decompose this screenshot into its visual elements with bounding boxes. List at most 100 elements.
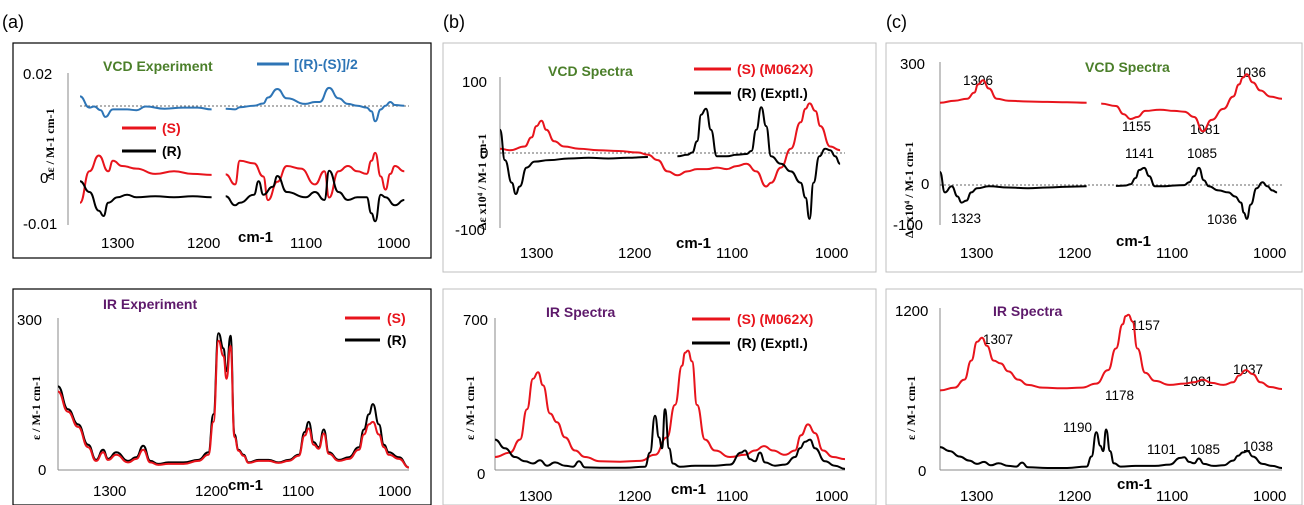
a-ir-xtick: 1200 bbox=[195, 483, 228, 500]
a-ir-title: IR Experiment bbox=[103, 296, 197, 312]
panel-c-ir-frame bbox=[885, 288, 1303, 505]
a-vcd-xtick: 1300 bbox=[101, 235, 134, 252]
c-ir-peak-label: 1178 bbox=[1105, 388, 1134, 403]
c-vcd-peak-label: 1036 bbox=[1207, 212, 1237, 227]
panel-letter-c: (c) bbox=[886, 12, 907, 32]
chart-a-ir: 300 0 1300 1200 1100 1000 cm-1 ε / M-1 c… bbox=[17, 296, 411, 500]
c-vcd-xlabel: cm-1 bbox=[1116, 233, 1151, 250]
c-vcd-xtick: 1300 bbox=[960, 245, 993, 262]
c-ir-peak-label: 1307 bbox=[983, 332, 1013, 347]
b-ir-xtick: 1200 bbox=[618, 488, 651, 505]
c-vcd-xtick: 1000 bbox=[1253, 245, 1286, 262]
b-ir-ytick: 0 bbox=[477, 466, 485, 483]
c-vcd-ytick: -100 bbox=[893, 217, 923, 234]
c-ir-peak-label: 1038 bbox=[1243, 439, 1273, 454]
c-vcd-series-black-line bbox=[939, 171, 1087, 204]
a-vcd-ylabel: Δε / M-1 cm-1 bbox=[43, 108, 57, 180]
c-ir-ylabel: ε / M-1 cm-1 bbox=[904, 376, 918, 440]
chart-c-vcd: 300 0 -100 1300 1200 1100 1000 cm-1 Δε x… bbox=[893, 56, 1286, 262]
a-vcd-xtick: 1000 bbox=[377, 235, 410, 252]
c-vcd-title: VCD Spectra bbox=[1085, 59, 1170, 75]
c-vcd-xtick: 1200 bbox=[1058, 245, 1091, 262]
a-ir-ytick: 0 bbox=[38, 462, 46, 479]
panel-a-vcd-frame bbox=[12, 42, 432, 259]
b-ir-legend-s: (S) (M062X) bbox=[737, 311, 813, 327]
b-vcd-series-red-line bbox=[499, 102, 841, 188]
c-ir-title: IR Spectra bbox=[993, 303, 1062, 319]
a-ir-xtick: 1000 bbox=[378, 483, 411, 500]
a-ir-legend-r: (R) bbox=[387, 332, 406, 348]
panel-letter-b: (b) bbox=[443, 12, 465, 32]
b-vcd-series-black-line bbox=[499, 128, 648, 195]
a-vcd-ytick: 0 bbox=[40, 170, 48, 187]
c-vcd-peak-label: 1155 bbox=[1122, 119, 1151, 134]
panel-a-ir-frame bbox=[12, 288, 432, 505]
c-vcd-peak-label: 1036 bbox=[1236, 65, 1266, 80]
c-ir-ytick: 0 bbox=[918, 463, 926, 480]
c-vcd-ytick: 300 bbox=[900, 56, 925, 73]
a-vcd-xtick: 1100 bbox=[290, 235, 322, 252]
b-ir-xtick: 1300 bbox=[519, 488, 552, 505]
c-ir-xtick: 1200 bbox=[1058, 488, 1091, 505]
b-vcd-xtick: 1300 bbox=[520, 245, 553, 262]
b-vcd-title: VCD Spectra bbox=[548, 63, 633, 79]
c-ir-series-layer bbox=[939, 313, 1283, 469]
a-ir-series-layer bbox=[57, 332, 410, 469]
c-vcd-xtick: 1100 bbox=[1156, 245, 1188, 262]
a-vcd-series-red-line bbox=[225, 151, 405, 202]
c-ir-xtick: 1000 bbox=[1253, 488, 1286, 505]
c-vcd-series-red-line bbox=[939, 79, 1087, 104]
a-ir-xlabel: cm-1 bbox=[228, 477, 263, 494]
a-vcd-legend-r: (R) bbox=[162, 143, 181, 159]
panel-c-vcd-frame bbox=[885, 42, 1303, 273]
c-vcd-peak-label: 1141 bbox=[1125, 146, 1154, 161]
b-vcd-ytick: -100 bbox=[455, 222, 485, 239]
b-vcd-series-layer bbox=[499, 102, 841, 220]
panel-b-ir-frame bbox=[442, 288, 877, 505]
a-ir-legend-s: (S) bbox=[387, 310, 406, 326]
c-ir-xtick: 1100 bbox=[1156, 488, 1188, 505]
b-vcd-ytick: 0 bbox=[480, 145, 488, 162]
c-vcd-peak-label: 1323 bbox=[951, 211, 981, 226]
c-ir-peak-label: 1101 bbox=[1147, 442, 1176, 457]
c-ir-peak-label: 1037 bbox=[1233, 362, 1263, 377]
c-ir-xtick: 1300 bbox=[960, 488, 993, 505]
c-vcd-ylabel: Δε x10⁴ / M-1 cm-1 bbox=[902, 142, 916, 238]
b-ir-series-black-line bbox=[494, 408, 846, 470]
a-vcd-ytick: 0.02 bbox=[23, 66, 52, 83]
c-vcd-series-red-line bbox=[1101, 73, 1283, 133]
panel-letter-a: (a) bbox=[2, 12, 24, 32]
a-vcd-series-black-line bbox=[79, 180, 212, 217]
c-vcd-ytick: 0 bbox=[921, 176, 929, 193]
b-vcd-xlabel: cm-1 bbox=[676, 235, 711, 252]
b-ir-xtick: 1100 bbox=[716, 488, 748, 505]
a-vcd-xlabel: cm-1 bbox=[238, 229, 273, 246]
b-ir-legend-r: (R) (Exptl.) bbox=[737, 335, 808, 351]
b-ir-ylabel: ε / M-1 cm-1 bbox=[463, 376, 477, 440]
b-vcd-ytick: 100 bbox=[462, 74, 487, 91]
b-vcd-series-black-line bbox=[677, 106, 841, 220]
c-ir-xlabel: cm-1 bbox=[1117, 476, 1152, 493]
a-ir-ylabel: ε / M-1 cm-1 bbox=[29, 376, 43, 440]
b-ir-series-layer bbox=[494, 349, 846, 470]
c-vcd-series-black-line bbox=[1115, 166, 1278, 220]
a-vcd-ytick: -0.01 bbox=[23, 216, 57, 233]
a-vcd-legend-diff: [(R)-(S)]/2 bbox=[294, 56, 358, 72]
b-vcd-ylabel: Δε x10⁴ / M-1 cm-1 bbox=[475, 134, 489, 230]
a-vcd-series-red-line bbox=[79, 154, 212, 204]
b-vcd-xtick: 1100 bbox=[716, 245, 748, 262]
c-ir-ytick: 1200 bbox=[895, 303, 928, 320]
b-vcd-legend-s: (S) (M062X) bbox=[737, 61, 813, 77]
b-ir-ytick: 700 bbox=[463, 312, 488, 329]
a-vcd-legend-s: (S) bbox=[162, 120, 181, 136]
b-vcd-xtick: 1000 bbox=[815, 245, 848, 262]
c-vcd-peak-label: 1306 bbox=[963, 73, 993, 88]
panel-b-vcd-frame bbox=[442, 42, 877, 273]
a-ir-ytick: 300 bbox=[17, 312, 42, 329]
chart-b-vcd: 100 0 -100 1300 1200 1100 1000 cm-1 Δε x… bbox=[455, 61, 848, 262]
c-ir-series-red-line bbox=[939, 313, 1283, 392]
a-vcd-xtick: 1200 bbox=[187, 235, 220, 252]
b-ir-xtick: 1000 bbox=[815, 488, 848, 505]
b-ir-series-red-line bbox=[494, 349, 846, 463]
